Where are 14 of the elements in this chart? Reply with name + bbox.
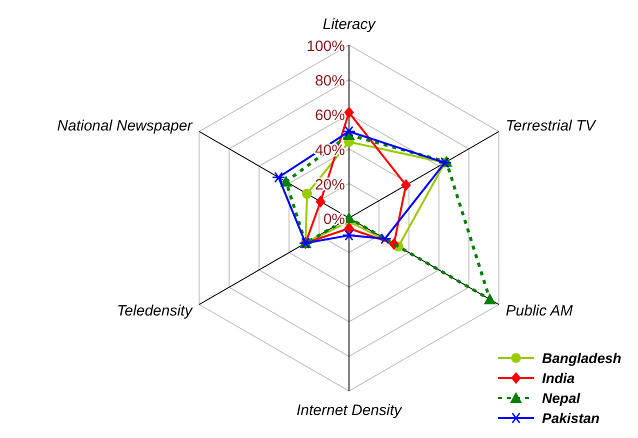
legend-label: India bbox=[542, 370, 575, 386]
spoke-label: National Newspaper bbox=[57, 118, 194, 134]
spoke-label: Literacy bbox=[322, 16, 377, 33]
spoke-label: Public AM bbox=[506, 302, 574, 320]
y-tick-label: 0% bbox=[323, 211, 345, 228]
spoke-label: Teledensity bbox=[116, 302, 194, 320]
y-tick-label: 60% bbox=[314, 107, 345, 124]
legend-label: Nepal bbox=[542, 390, 582, 406]
legend-label: Bangladesh bbox=[542, 350, 622, 366]
y-tick-label: 80% bbox=[314, 72, 345, 90]
legend-label: Pakistan bbox=[542, 410, 600, 426]
spoke-label: Internet Density bbox=[296, 402, 404, 419]
y-tick-label: 100% bbox=[306, 38, 345, 55]
spoke-label: Terrestrial TV bbox=[506, 118, 598, 134]
